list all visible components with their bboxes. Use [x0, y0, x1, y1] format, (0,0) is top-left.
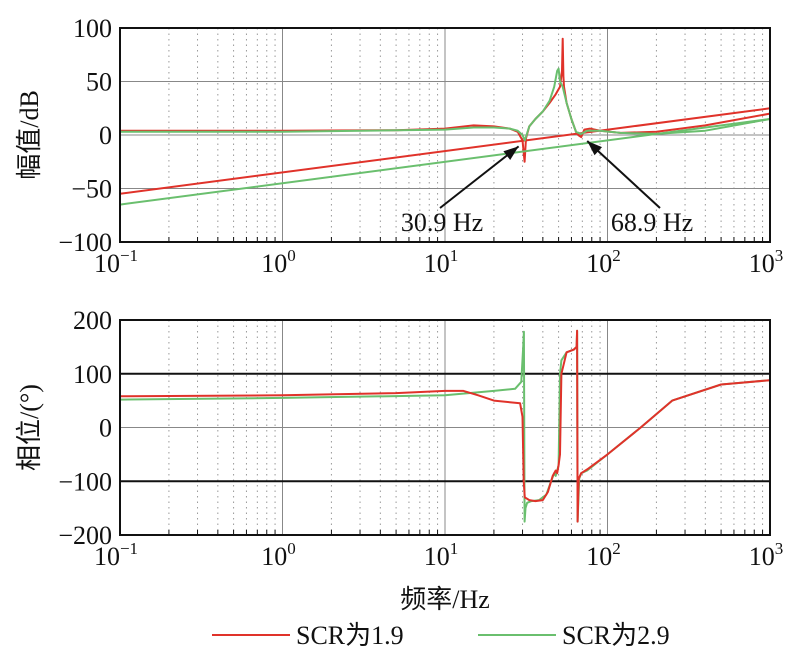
series-line-SCR为2.9	[120, 67, 771, 142]
x-tick-exponent: 0	[287, 539, 296, 558]
x-tick-label: 102	[586, 246, 621, 278]
annotation-label: 68.9 Hz	[611, 208, 693, 237]
x-tick-exponent: −1	[120, 246, 138, 265]
x-tick-exponent: 1	[450, 246, 459, 265]
x-tick-label: 102	[586, 539, 621, 571]
x-tick-exponent: 0	[287, 246, 296, 265]
y-tick-label: 200	[73, 306, 112, 335]
series-line-SCR为2.9-asymptote	[119, 118, 771, 206]
y-tick-label: −200	[58, 521, 112, 550]
x-tick-exponent: −1	[120, 539, 138, 558]
y-tick-label: 100	[73, 14, 112, 43]
x-tick-exponent: 2	[612, 539, 621, 558]
x-tick-label: 103	[749, 246, 784, 278]
y-tick-label: 50	[86, 68, 112, 97]
y-tick-label: 0	[99, 414, 112, 443]
x-tick-label: 103	[749, 539, 784, 571]
annotation-label: 30.9 Hz	[401, 208, 483, 237]
x-tick-exponent: 3	[775, 539, 784, 558]
annotation-arrow	[439, 145, 520, 209]
x-tick-label: 101	[424, 246, 459, 278]
x-tick-exponent: 3	[775, 246, 784, 265]
x-tick-label: 100	[261, 246, 296, 278]
plot-frame	[119, 27, 771, 243]
x-tick-exponent: 2	[612, 246, 621, 265]
x-tick-label: 101	[424, 539, 459, 571]
x-tick-label: 100	[261, 539, 296, 571]
annotation-arrowhead	[503, 146, 519, 160]
x-tick-label: 10−1	[94, 246, 138, 278]
legend-label-scr-1.9: SCR为1.9	[296, 621, 404, 650]
y-axis-label: 相位/(°)	[15, 384, 44, 471]
y-tick-label: −100	[58, 467, 112, 496]
y-tick-label: 0	[99, 121, 112, 150]
plot-frame	[119, 319, 771, 536]
annotation-arrow	[586, 140, 661, 209]
x-tick-exponent: 1	[450, 539, 459, 558]
series-line-SCR为1.9	[119, 329, 771, 523]
y-tick-label: 100	[73, 360, 112, 389]
y-axis-label: 幅值/dB	[15, 90, 44, 180]
legend-label-scr-2.9: SCR为2.9	[562, 621, 670, 650]
annotation-arrowhead	[587, 141, 602, 156]
y-tick-label: −50	[71, 175, 112, 204]
series-line-SCR为1.9-asymptote	[119, 107, 771, 195]
y-tick-label: −100	[58, 228, 112, 257]
x-axis-label: 频率/Hz	[400, 585, 490, 614]
legend: SCR为1.9 SCR为2.9	[212, 621, 670, 650]
